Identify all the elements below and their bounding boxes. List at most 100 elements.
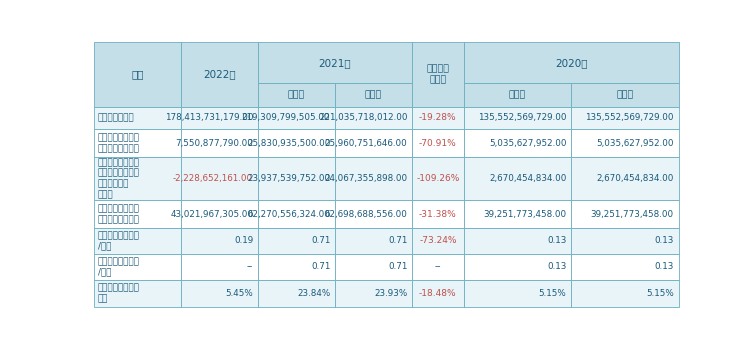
Text: 25,960,751,646.00: 25,960,751,646.00 (325, 139, 407, 148)
Text: 0.71: 0.71 (388, 236, 407, 245)
Bar (412, 157, 464, 200)
Bar (258, 107, 335, 129)
Text: 39,251,773,458.00: 39,251,773,458.00 (483, 210, 566, 219)
Text: 调整前: 调整前 (288, 90, 305, 99)
Bar (412, 280, 464, 307)
Text: 23.84%: 23.84% (297, 289, 330, 298)
Bar (258, 83, 335, 107)
Bar (181, 280, 258, 307)
Text: 0.19: 0.19 (234, 236, 253, 245)
Bar (258, 280, 335, 307)
Bar (412, 254, 464, 280)
Text: 39,251,773,458.00: 39,251,773,458.00 (591, 210, 674, 219)
Text: 2020年: 2020年 (555, 58, 587, 68)
Text: 178,413,731,179.00: 178,413,731,179.00 (164, 113, 253, 122)
Bar (181, 157, 258, 200)
Text: -31.38%: -31.38% (419, 210, 457, 219)
Bar (335, 83, 412, 107)
Text: 24,067,355,898.00: 24,067,355,898.00 (324, 174, 407, 183)
Bar (412, 42, 464, 107)
Text: -109.26%: -109.26% (416, 174, 459, 183)
Bar (571, 129, 679, 157)
Text: 稀释每股收益（元
/股）: 稀释每股收益（元 /股） (98, 257, 139, 277)
Bar (571, 107, 679, 129)
Text: 经营活动产生的现
金流量净额（元）: 经营活动产生的现 金流量净额（元） (98, 204, 139, 224)
Text: --: -- (247, 262, 253, 271)
Bar (94, 280, 181, 307)
Text: 归属于上市公司股
东的扣除非经常性
损益的净利润
（元）: 归属于上市公司股 东的扣除非经常性 损益的净利润 （元） (98, 158, 139, 199)
Bar (258, 129, 335, 157)
Text: 0.13: 0.13 (654, 262, 674, 271)
Text: 23.93%: 23.93% (374, 289, 407, 298)
Bar (181, 107, 258, 129)
Text: 0.13: 0.13 (547, 262, 566, 271)
Text: 7,550,877,790.00: 7,550,877,790.00 (176, 139, 253, 148)
Bar (94, 200, 181, 228)
Text: 135,552,569,729.00: 135,552,569,729.00 (478, 113, 566, 122)
Bar (571, 228, 679, 254)
Text: 25,830,935,500.00: 25,830,935,500.00 (247, 139, 330, 148)
Text: 5.15%: 5.15% (646, 289, 674, 298)
Text: 0.71: 0.71 (311, 236, 330, 245)
Text: -18.48%: -18.48% (419, 289, 457, 298)
Bar (181, 254, 258, 280)
Bar (181, 129, 258, 157)
Bar (335, 129, 412, 157)
Bar (258, 42, 412, 83)
Bar (94, 107, 181, 129)
Bar (94, 42, 181, 107)
Bar (335, 228, 412, 254)
Text: -70.91%: -70.91% (419, 139, 457, 148)
Text: 2021年: 2021年 (319, 58, 351, 68)
Text: 调整后: 调整后 (616, 90, 633, 99)
Bar (571, 157, 679, 200)
Bar (571, 83, 679, 107)
Text: --: -- (434, 262, 441, 271)
Bar (94, 157, 181, 200)
Text: 加权平均净资产收
益率: 加权平均净资产收 益率 (98, 284, 139, 303)
Bar (412, 129, 464, 157)
Text: 221,035,718,012.00: 221,035,718,012.00 (319, 113, 407, 122)
Bar (335, 254, 412, 280)
Bar (94, 254, 181, 280)
Text: 营业收入（元）: 营业收入（元） (98, 113, 134, 122)
Text: 2,670,454,834.00: 2,670,454,834.00 (596, 174, 674, 183)
Text: 0.13: 0.13 (654, 236, 674, 245)
Text: 项目: 项目 (131, 70, 144, 80)
Bar (464, 157, 571, 200)
Bar (571, 254, 679, 280)
Text: 43,021,967,305.00: 43,021,967,305.00 (170, 210, 253, 219)
Text: 0.13: 0.13 (547, 236, 566, 245)
Text: 23,937,539,752.00: 23,937,539,752.00 (247, 174, 330, 183)
Bar (258, 157, 335, 200)
Bar (94, 228, 181, 254)
Text: 0.71: 0.71 (388, 262, 407, 271)
Text: 219,309,799,505.00: 219,309,799,505.00 (242, 113, 330, 122)
Text: 2022年: 2022年 (203, 70, 235, 80)
Text: -73.24%: -73.24% (419, 236, 457, 245)
Bar (258, 200, 335, 228)
Text: 135,552,569,729.00: 135,552,569,729.00 (585, 113, 674, 122)
Text: 62,698,688,556.00: 62,698,688,556.00 (324, 210, 407, 219)
Text: 2,670,454,834.00: 2,670,454,834.00 (489, 174, 566, 183)
Bar (464, 254, 571, 280)
Bar (571, 280, 679, 307)
Text: 62,270,556,324.00: 62,270,556,324.00 (247, 210, 330, 219)
Bar (464, 83, 571, 107)
Bar (335, 157, 412, 200)
Text: 调整前: 调整前 (509, 90, 526, 99)
Text: 归属于上市公司股
东的净利润（元）: 归属于上市公司股 东的净利润（元） (98, 133, 139, 153)
Bar (464, 129, 571, 157)
Text: 5.45%: 5.45% (225, 289, 253, 298)
Bar (181, 228, 258, 254)
Text: 本年比上
年增减: 本年比上 年增减 (426, 64, 449, 84)
Bar (412, 228, 464, 254)
Text: 5,035,627,952.00: 5,035,627,952.00 (596, 139, 674, 148)
Text: -2,228,652,161.00: -2,228,652,161.00 (173, 174, 253, 183)
Bar (258, 254, 335, 280)
Bar (464, 200, 571, 228)
Text: 5.15%: 5.15% (538, 289, 566, 298)
Bar (464, 280, 571, 307)
Bar (571, 200, 679, 228)
Bar (335, 107, 412, 129)
